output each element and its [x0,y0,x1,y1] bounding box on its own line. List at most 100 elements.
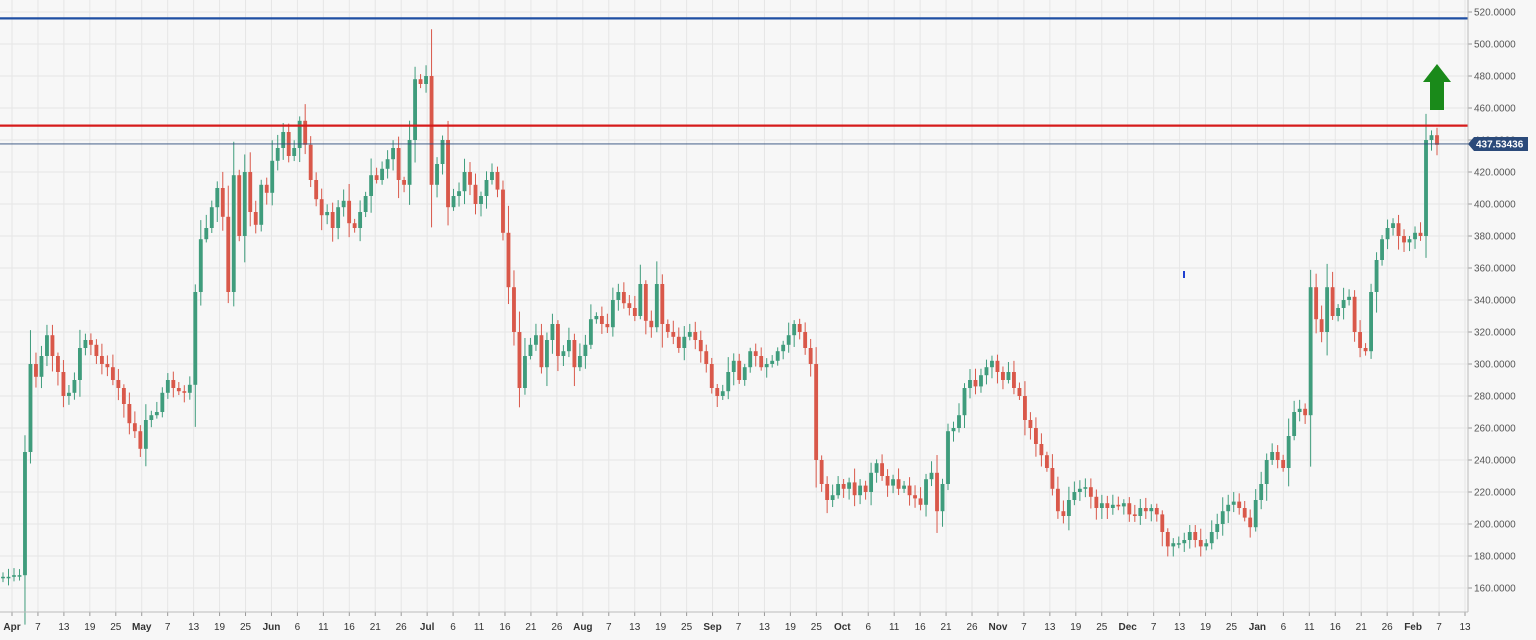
candle-body [693,332,698,340]
candle-body [979,375,983,387]
x-tick-label: 13 [1044,622,1056,633]
candle-body [23,452,27,576]
candle-body [165,380,170,393]
candle-body [814,364,819,460]
x-tick-label: 26 [396,622,408,633]
candle-body [275,148,280,161]
x-tick-label: 25 [110,622,122,633]
candle-body [1094,496,1099,508]
time-axis: Apr 7 13 19 25 May 7 13 19 25 Jun 6 11 16 21 26 Jul 6 11 16… [0,611,1471,633]
candle-body [918,498,923,505]
candle-body [841,484,846,489]
candle-body [1160,514,1165,532]
candle-body [138,431,143,449]
y-tick-label: 420.0000 [1474,168,1516,179]
candle-body [1050,468,1055,489]
candle-body [902,485,906,489]
candle-body [237,175,242,236]
x-tick-label: 7 [35,622,41,633]
candle-body [385,159,390,169]
candle-body [957,415,961,428]
candle-body [1347,296,1352,300]
candle-body [1017,388,1022,396]
candle-body [99,356,104,364]
candle-body [34,364,38,377]
candle-body [517,332,522,388]
x-tick-label: 19 [214,622,226,633]
candle-body [314,180,319,200]
candle-body [402,180,407,185]
candle-body [764,364,769,368]
candle-body [292,148,297,156]
candle-body [1198,540,1203,547]
candle-body [281,132,286,148]
candle-body [896,479,901,489]
candle-body [1110,504,1115,508]
candle-body [1215,524,1220,532]
candle-body [1237,501,1242,508]
x-tick-label: 13 [629,622,641,633]
candle-body [1385,228,1390,240]
candle-body [1264,460,1269,484]
candle-body [836,484,841,496]
candle-body [550,324,555,340]
candle-body [61,372,66,396]
candle-body [193,292,198,385]
candle-body [67,392,71,396]
candle-body [786,335,791,345]
y-tick-label: 340.0000 [1474,296,1516,307]
candle-body [737,360,742,380]
candle-body [231,175,236,292]
y-tick-label: 380.0000 [1474,232,1516,243]
current-price-tag: 437.53436 [0,136,1528,151]
x-tick-label: 21 [525,622,537,633]
candle-body [665,324,670,332]
candle-body [363,196,368,212]
candle-body [523,356,527,388]
candle-body [583,344,588,356]
candle-body [1028,420,1033,428]
y-tick-label: 320.0000 [1474,328,1516,339]
candle-body [819,460,824,484]
candle-body [1352,296,1357,332]
candle-body [643,284,648,321]
x-tick-label: 11 [474,622,485,633]
candle-body [1127,503,1132,515]
x-tick-label: Dec [1119,622,1138,633]
candle-body [891,479,895,486]
candle-body [83,340,88,348]
candle-body [1044,455,1049,468]
plot-background [0,0,1468,612]
candle-body [1336,308,1341,316]
candle-body [1105,503,1110,508]
candle-body [1330,287,1335,316]
x-tick-label: 21 [1356,622,1368,633]
candle-body [308,144,313,180]
candle-body [50,335,55,356]
candle-body [105,364,110,368]
candle-body [610,300,615,328]
candle-body [885,476,890,486]
x-tick-label: Jan [1249,622,1266,633]
candle-body [1083,487,1088,489]
candle-body [407,140,412,185]
candle-body [742,367,747,380]
candle-body [687,332,692,337]
candle-body [1429,135,1434,140]
candle-body [528,344,533,356]
candle-body [56,356,60,372]
candle-body [1314,287,1319,320]
candle-body [457,191,461,196]
candle-body [264,184,269,193]
candle-body [599,316,604,324]
candle-body [484,180,489,196]
candle-body [1248,517,1253,528]
candle-body [1012,372,1016,388]
candle-body [1435,135,1439,145]
y-tick-label: 480.0000 [1474,72,1516,83]
candle-body [825,484,830,500]
candle-body [77,348,82,380]
x-tick-label: 7 [1436,622,1442,633]
candle-body [116,380,121,388]
